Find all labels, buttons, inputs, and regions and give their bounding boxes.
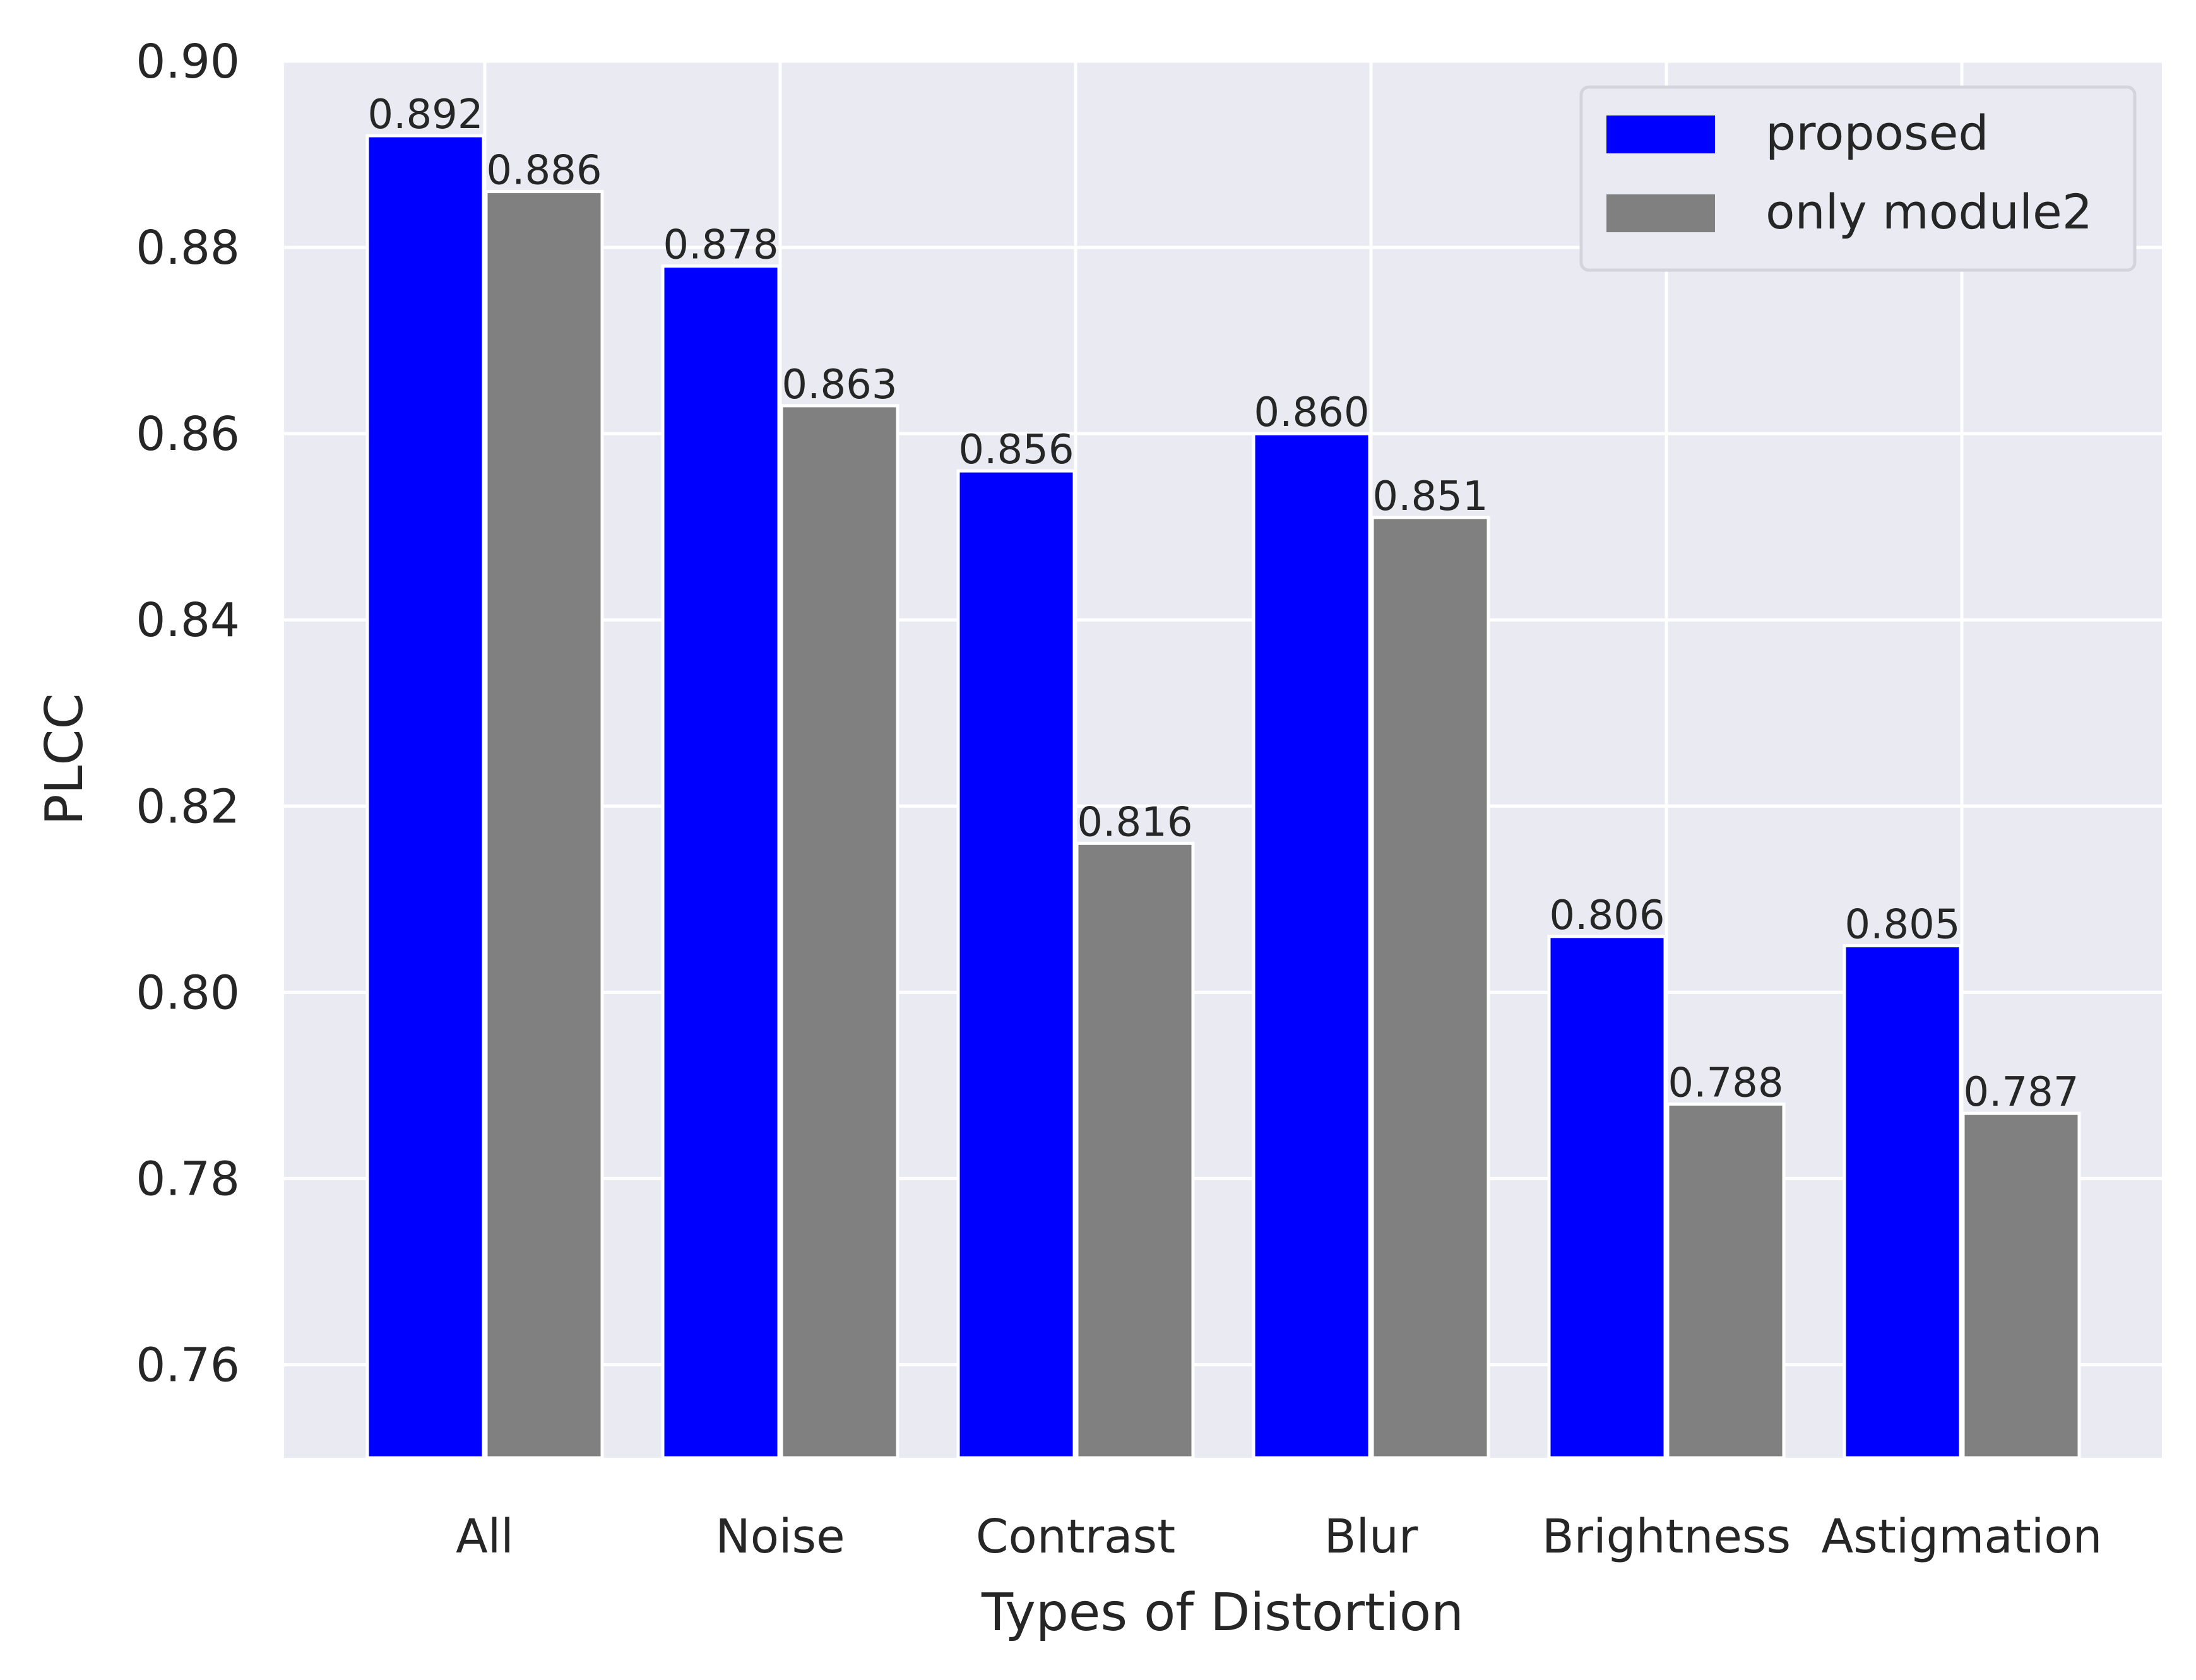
bar-value-label: 0.886 bbox=[486, 148, 602, 194]
legend-swatch-proposed bbox=[1606, 115, 1715, 153]
x-tick-label: Brightness bbox=[1542, 1510, 1791, 1564]
legend-swatch-only-module2 bbox=[1606, 194, 1715, 232]
bar-value-label: 0.892 bbox=[367, 92, 483, 138]
x-tick-label: All bbox=[456, 1510, 514, 1564]
y-tick-label: 0.80 bbox=[136, 966, 240, 1020]
legend-label-only-module2: only module2 bbox=[1766, 184, 2092, 240]
x-tick-label: Astigmation bbox=[1822, 1510, 2103, 1564]
y-tick-label: 0.76 bbox=[136, 1338, 240, 1392]
bar-value-label: 0.787 bbox=[1963, 1069, 2079, 1116]
bar-value-label: 0.863 bbox=[781, 362, 897, 408]
bar-proposed-contrast bbox=[956, 469, 1076, 1460]
y-tick-label: 0.84 bbox=[136, 593, 240, 648]
bar-value-label: 0.788 bbox=[1668, 1060, 1783, 1106]
y-axis-title: PLCC bbox=[35, 693, 95, 825]
bar-proposed-astigmation bbox=[1843, 944, 1962, 1460]
y-tick-label: 0.90 bbox=[136, 35, 240, 89]
bars-layer bbox=[365, 134, 2081, 1460]
bar-proposed-blur bbox=[1252, 432, 1372, 1460]
bar-only-module2-noise bbox=[780, 404, 899, 1460]
legend-label-proposed: proposed bbox=[1766, 105, 1989, 161]
x-tick-label: Noise bbox=[715, 1510, 845, 1564]
bar-value-label: 0.851 bbox=[1372, 473, 1488, 520]
y-axis-ticks: 0.76 0.78 0.80 0.82 0.84 0.86 0.88 0.90 bbox=[136, 35, 240, 1392]
y-tick-label: 0.88 bbox=[136, 221, 240, 275]
legend-box bbox=[1579, 85, 2137, 272]
bar-only-module2-blur bbox=[1370, 516, 1490, 1460]
bar-only-module2-contrast bbox=[1075, 841, 1195, 1460]
bar-value-label: 0.856 bbox=[958, 427, 1074, 473]
bar-only-module2-brightness bbox=[1666, 1102, 1786, 1460]
x-axis-title: Types of Distortion bbox=[981, 1583, 1464, 1643]
bar-only-module2-astigmation bbox=[1961, 1111, 2081, 1460]
bar-value-label: 0.806 bbox=[1549, 892, 1665, 939]
bar-only-module2-all bbox=[484, 190, 604, 1460]
bar-value-label: 0.878 bbox=[663, 222, 778, 269]
y-tick-label: 0.78 bbox=[136, 1152, 240, 1206]
x-tick-label: Contrast bbox=[976, 1510, 1175, 1564]
bar-value-label: 0.805 bbox=[1844, 902, 1960, 949]
bar-value-label: 0.816 bbox=[1077, 799, 1192, 846]
bar-value-label: 0.860 bbox=[1254, 389, 1369, 436]
x-axis-ticks: All Noise Contrast Blur Brightness Astigmatio… bbox=[456, 1510, 2102, 1564]
y-tick-label: 0.86 bbox=[136, 407, 240, 461]
bar-proposed-all bbox=[365, 134, 485, 1460]
x-tick-label: Blur bbox=[1324, 1510, 1418, 1564]
bar-proposed-noise bbox=[661, 264, 781, 1460]
legend: proposed only module2 bbox=[1579, 85, 2137, 272]
y-tick-label: 0.82 bbox=[136, 779, 240, 834]
bar-value-labels: 0.892 0.878 0.856 0.860 0.806 0.805 0.886 0.863… bbox=[367, 92, 2079, 1116]
bar-proposed-brightness bbox=[1547, 935, 1667, 1460]
